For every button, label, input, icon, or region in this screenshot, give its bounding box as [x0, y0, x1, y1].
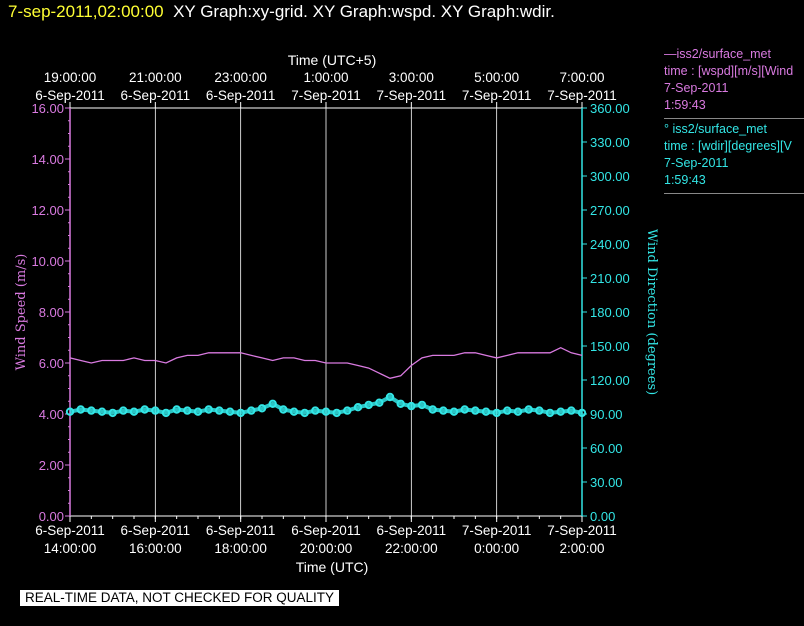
right-tick-label: 210.00 [590, 271, 630, 286]
right-axis-title: Wind Direction (degrees) [644, 229, 659, 395]
top-tick-date: 6-Sep-2011 [206, 88, 276, 103]
right-tick-label: 0.00 [590, 509, 615, 524]
right-tick-label: 180.00 [590, 305, 630, 320]
top-tick-time: 3:00:00 [389, 70, 434, 85]
page-header: 7-sep-2011,02:00:00 XY Graph:xy-grid. XY… [8, 2, 555, 22]
right-tick-label: 300.00 [590, 169, 630, 184]
bottom-tick-time: 2:00:00 [559, 541, 604, 556]
right-tick-label: 30.00 [590, 475, 623, 490]
legend-wdir-time: 1:59:43 [664, 173, 706, 187]
bottom-tick-date: 6-Sep-2011 [35, 523, 105, 538]
left-tick-label: 16.00 [31, 101, 64, 116]
right-tick-label: 120.00 [590, 373, 630, 388]
top-tick-date: 7-Sep-2011 [377, 88, 447, 103]
top-axis-title: Time (UTC+5) [288, 52, 377, 68]
legend-wspd-source: —iss2/surface_met [664, 47, 771, 61]
left-tick-label: 2.00 [39, 458, 64, 473]
bottom-axis-title: Time (UTC) [296, 559, 369, 575]
bottom-tick-time: 18:00:00 [214, 541, 267, 556]
bottom-tick-time: 16:00:00 [129, 541, 182, 556]
left-axis-title: Wind Speed (m/s) [14, 254, 29, 371]
header-graph-list: XY Graph:xy-grid. XY Graph:wspd. XY Grap… [173, 2, 555, 21]
legend-wdir-source: ° iss2/surface_met [664, 122, 767, 136]
right-tick-label: 360.00 [590, 101, 630, 116]
right-tick-label: 330.00 [590, 135, 630, 150]
top-tick-time: 7:00:00 [559, 70, 604, 85]
bottom-tick-time: 14:00:00 [44, 541, 97, 556]
bottom-tick-date: 6-Sep-2011 [291, 523, 361, 538]
legend-wdir: ° iss2/surface_met time : [wdir][degrees… [664, 121, 804, 194]
right-tick-label: 240.00 [590, 237, 630, 252]
bottom-tick-date: 6-Sep-2011 [121, 523, 191, 538]
right-tick-label: 150.00 [590, 339, 630, 354]
top-tick-date: 6-Sep-2011 [121, 88, 191, 103]
series-wind-direction-band [69, 394, 583, 415]
legend-wspd: —iss2/surface_met time : [wspd][m/s][Win… [664, 46, 804, 119]
bottom-tick-time: 22:00:00 [385, 541, 438, 556]
bottom-tick-date: 6-Sep-2011 [377, 523, 447, 538]
top-tick-time: 23:00:00 [214, 70, 267, 85]
left-tick-label: 4.00 [39, 407, 64, 422]
top-tick-date: 6-Sep-2011 [35, 88, 105, 103]
legend-wdir-date: 7-Sep-2011 [664, 156, 729, 170]
top-tick-date: 7-Sep-2011 [291, 88, 361, 103]
legend-wdir-variable: time : [wdir][degrees][V [664, 139, 792, 153]
bottom-tick-time: 20:00:00 [300, 541, 353, 556]
left-tick-label: 8.00 [39, 305, 64, 320]
left-tick-label: 12.00 [31, 203, 64, 218]
series-wind-speed-line [69, 346, 583, 379]
left-tick-label: 0.00 [39, 509, 64, 524]
right-tick-label: 60.00 [590, 441, 623, 456]
legend-wspd-date: 7-Sep-2011 [664, 81, 729, 95]
top-tick-date: 7-Sep-2011 [547, 88, 617, 103]
bottom-tick-date: 7-Sep-2011 [462, 523, 532, 538]
quality-banner: REAL-TIME DATA, NOT CHECKED FOR QUALITY [20, 590, 340, 606]
left-tick-label: 10.00 [31, 254, 64, 269]
right-tick-label: 90.00 [590, 407, 623, 422]
bottom-tick-time: 0:00:00 [474, 541, 519, 556]
header-timestamp: 7-sep-2011,02:00:00 [8, 2, 164, 21]
bottom-tick-date: 7-Sep-2011 [547, 523, 617, 538]
bottom-tick-date: 6-Sep-2011 [206, 523, 276, 538]
right-tick-label: 270.00 [590, 203, 630, 218]
top-tick-time: 21:00:00 [129, 70, 182, 85]
legend-wspd-time: 1:59:43 [664, 98, 706, 112]
top-tick-time: 1:00:00 [303, 70, 348, 85]
legend-wspd-variable: time : [wspd][m/s][Wind [664, 64, 794, 78]
left-tick-label: 6.00 [39, 356, 64, 371]
top-tick-date: 7-Sep-2011 [462, 88, 532, 103]
top-tick-time: 19:00:00 [44, 70, 97, 85]
top-tick-time: 5:00:00 [474, 70, 519, 85]
left-tick-label: 14.00 [31, 152, 64, 167]
